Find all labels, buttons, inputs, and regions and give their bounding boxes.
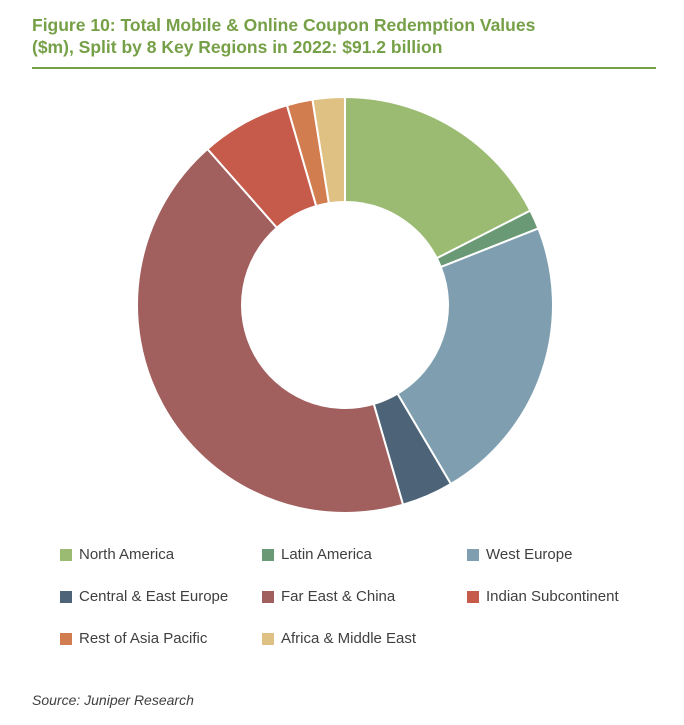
legend-item-africa-and-middle-east: Africa & Middle East: [262, 630, 416, 647]
legend-swatch: [467, 590, 479, 603]
slice-africa-and-middle-east: [311, 95, 346, 205]
legend-item-indian-subcontinent: Indian Subcontinent: [467, 588, 619, 605]
legend-label: Rest of Asia Pacific: [79, 630, 208, 647]
legend-label: Central & East Europe: [79, 588, 229, 605]
title-divider: [32, 67, 656, 69]
legend-item-latin-america: Latin America: [262, 546, 372, 563]
legend-swatch: [60, 590, 72, 603]
legend-swatch: [262, 590, 274, 603]
source-note: Source: Juniper Research: [32, 692, 194, 708]
legend-label: Indian Subcontinent: [486, 588, 619, 605]
legend-swatch: [60, 548, 72, 561]
legend-item-far-east-and-china: Far East & China: [262, 588, 395, 605]
legend-item-central-and-east-europe: Central & East Europe: [60, 588, 228, 605]
donut-chart: [136, 95, 554, 514]
chart-title: Figure 10: Total Mobile & Online Coupon …: [32, 15, 536, 57]
legend-label: West Europe: [486, 546, 573, 563]
legend-item-rest-of-asia-pacific: Rest of Asia Pacific: [60, 630, 207, 647]
legend-item-west-europe: West Europe: [467, 546, 572, 563]
legend-label: Far East & China: [281, 588, 396, 605]
legend-item-north-america: North America: [60, 546, 174, 563]
legend-label: Africa & Middle East: [281, 630, 417, 647]
legend-swatch: [60, 632, 72, 645]
legend-label: North America: [79, 546, 175, 563]
legend-swatch: [262, 548, 274, 561]
slice-north-america: [344, 95, 532, 260]
legend-swatch: [262, 632, 274, 645]
legend-swatch: [467, 548, 479, 561]
slice-west-europe: [396, 227, 554, 486]
legend-label: Latin America: [281, 546, 372, 563]
slice-far-east-and-china: [136, 147, 405, 514]
